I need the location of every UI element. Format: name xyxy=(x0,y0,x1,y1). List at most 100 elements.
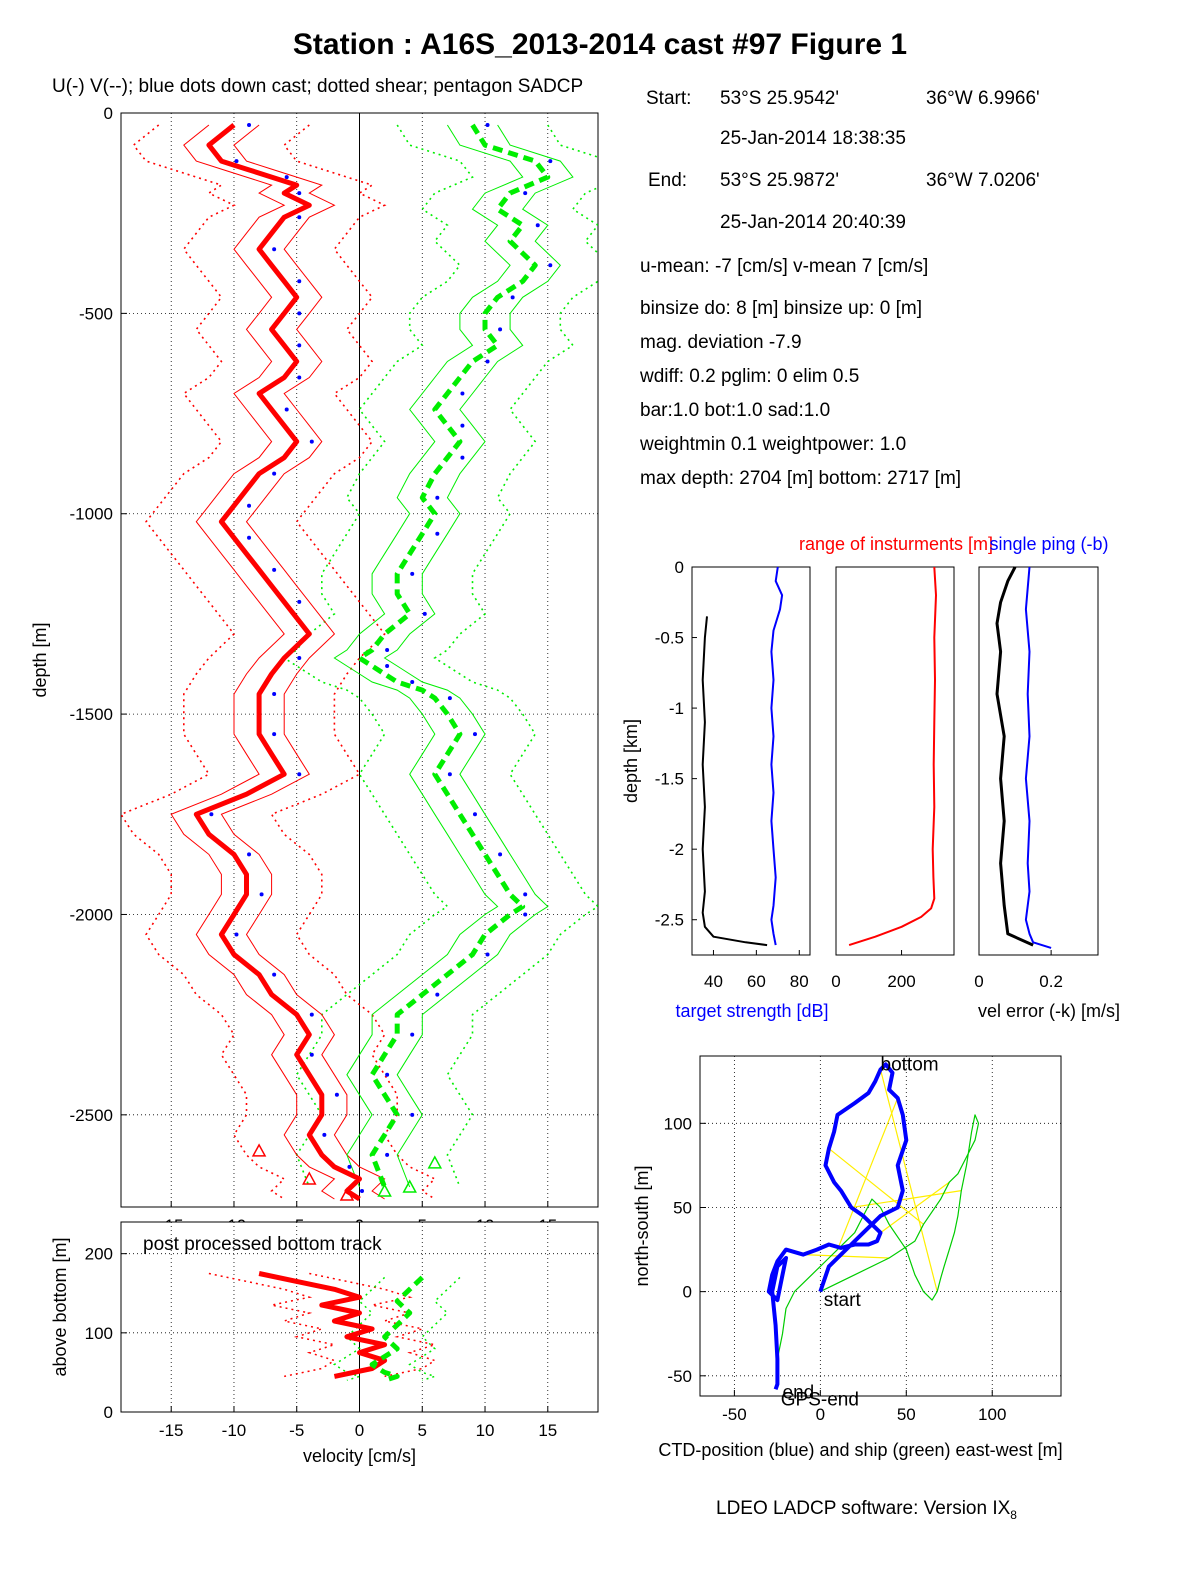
downcast-dot xyxy=(272,471,277,476)
downcast-dot xyxy=(297,772,302,777)
downcast-dot xyxy=(498,327,503,332)
footer-version-sub: 8 xyxy=(1010,1507,1017,1522)
position-ytick-label: 100 xyxy=(664,1114,692,1133)
downcast-dot xyxy=(435,992,440,997)
target-strength-xlabel: target strength [dB] xyxy=(675,1001,828,1021)
end-time: 25-Jan-2014 20:40:39 xyxy=(720,212,906,233)
downcast-dot xyxy=(247,852,252,857)
downcast-dot xyxy=(523,912,528,917)
downcast-dot xyxy=(385,1152,390,1157)
downcast-dot xyxy=(297,215,302,220)
downcast-dot xyxy=(523,892,528,897)
bottom_track-series-V xyxy=(369,1275,425,1383)
bt-envelope-3 xyxy=(408,1276,461,1382)
bottom_track-xtick-label: 10 xyxy=(476,1421,495,1440)
position-link-5 xyxy=(803,1254,890,1259)
start-label: Start: xyxy=(646,88,692,109)
downcast-dot xyxy=(548,159,553,164)
downcast-dot xyxy=(385,647,390,652)
velocity_profile-series-V xyxy=(357,123,551,1188)
downcast-dot xyxy=(523,191,528,196)
range_of_instruments-series-line xyxy=(848,566,937,947)
single-ping-title: single ping (-b) xyxy=(989,534,1108,554)
position-annotation-0: bottom xyxy=(881,1054,939,1075)
vel_error-xtick-label: 0.2 xyxy=(1039,972,1063,991)
cast-line-0 xyxy=(220,124,386,1200)
position-xtick-label: 100 xyxy=(978,1405,1006,1424)
bottom_track-xlabel: velocity [cm/s] xyxy=(303,1446,416,1466)
downcast-dot xyxy=(297,343,302,348)
target_strength-ytick-label: -1.5 xyxy=(655,770,684,789)
range-instruments-title: range of insturments [m] xyxy=(799,534,993,554)
end-latitude: 53°S 25.9872' xyxy=(720,170,839,191)
start-time: 25-Jan-2014 18:38:35 xyxy=(720,128,906,149)
downcast-dot xyxy=(535,223,540,228)
downcast-dot xyxy=(297,655,302,660)
bottom_track-xtick-label: 15 xyxy=(538,1421,557,1440)
info-mag-deviation: mag. deviation -7.9 xyxy=(640,332,802,353)
info-max-depth: max depth: 2704 [m] bottom: 2717 [m] xyxy=(640,468,962,489)
shear-envelope-0 xyxy=(121,124,286,1200)
info-wdiff: wdiff: 0.2 pglim: 0 elim 0.5 xyxy=(640,366,860,387)
position-annotation-2: end xyxy=(783,1383,815,1404)
downcast-dot xyxy=(460,423,465,428)
downcast-dot xyxy=(284,407,289,412)
end-label: End: xyxy=(648,170,688,191)
downcast-dot xyxy=(447,696,452,701)
target_strength-xtick-label: 60 xyxy=(747,972,766,991)
downcast-dot xyxy=(510,295,515,300)
downcast-dot xyxy=(247,503,252,508)
vel_error-series-single ping xyxy=(1024,566,1052,949)
cast-line-3 xyxy=(333,124,524,1188)
position-xtick-label: -50 xyxy=(722,1405,747,1424)
position-link-2 xyxy=(828,1148,924,1225)
downcast-dot xyxy=(410,1032,415,1037)
downcast-dot xyxy=(247,535,252,540)
position-ytick-label: -50 xyxy=(667,1367,692,1386)
downcast-dot xyxy=(209,812,214,817)
bottom_track-ytick-label: 200 xyxy=(85,1245,113,1264)
downcast-dot xyxy=(347,1164,352,1169)
position-annotation-1: start xyxy=(824,1290,862,1311)
sadcp-marker xyxy=(339,1187,355,1201)
page-title: Station : A16S_2013-2014 cast #97 Figure… xyxy=(292,28,908,61)
target_strength-ytick-label: -2.5 xyxy=(655,911,684,930)
downcast-dot xyxy=(322,1132,327,1137)
downcast-dot xyxy=(385,664,390,669)
downcast-dot xyxy=(297,375,302,380)
end-longitude: 36°W 7.0206' xyxy=(926,170,1040,191)
velocity_profile-ytick-label: -2500 xyxy=(70,1106,113,1125)
vel-error-xlabel: vel error (-k) [m/s] xyxy=(978,1001,1120,1021)
downcast-dot xyxy=(297,279,302,284)
bottom_track-xtick-label: -15 xyxy=(159,1421,184,1440)
velocity_profile-ytick-label: -1000 xyxy=(70,505,113,524)
bottom_track-annotation: post processed bottom track xyxy=(143,1234,382,1255)
start-longitude: 36°W 6.9966' xyxy=(926,88,1040,109)
velocity_profile-series-U xyxy=(193,123,362,1202)
downcast-dot xyxy=(460,391,465,396)
downcast-dot xyxy=(447,772,452,777)
cast-line-1 xyxy=(170,124,336,1200)
position-frame xyxy=(699,1055,1062,1397)
bottom_track-ylabel: above bottom [m] xyxy=(50,1237,70,1376)
position-annotation-3: GPS-end xyxy=(781,1389,859,1410)
sadcp-marker xyxy=(427,1155,443,1169)
bottom_track-xtick-label: -10 xyxy=(222,1421,247,1440)
sadcp-marker xyxy=(377,1183,392,1197)
downcast-dot xyxy=(272,692,277,697)
position-link-0 xyxy=(836,1097,899,1250)
target_strength-ytick-label: 0 xyxy=(675,558,684,577)
bottom_track-xtick-label: 0 xyxy=(355,1421,364,1440)
footer-text: LDEO LADCP software: Version IX xyxy=(716,1498,1011,1519)
downcast-dot xyxy=(234,159,239,164)
downcast-dot xyxy=(460,455,465,460)
position-ylabel: north-south [m] xyxy=(632,1165,652,1286)
downcast-dot xyxy=(297,311,302,316)
range_of_instruments-frame xyxy=(835,566,955,956)
downcast-dot xyxy=(435,495,440,500)
downcast-dot xyxy=(410,1112,415,1117)
range_of_instruments-xtick-label: 0 xyxy=(831,972,840,991)
position-xtick-label: 50 xyxy=(897,1405,916,1424)
velocity_profile-ytick-label: -1500 xyxy=(70,705,113,724)
